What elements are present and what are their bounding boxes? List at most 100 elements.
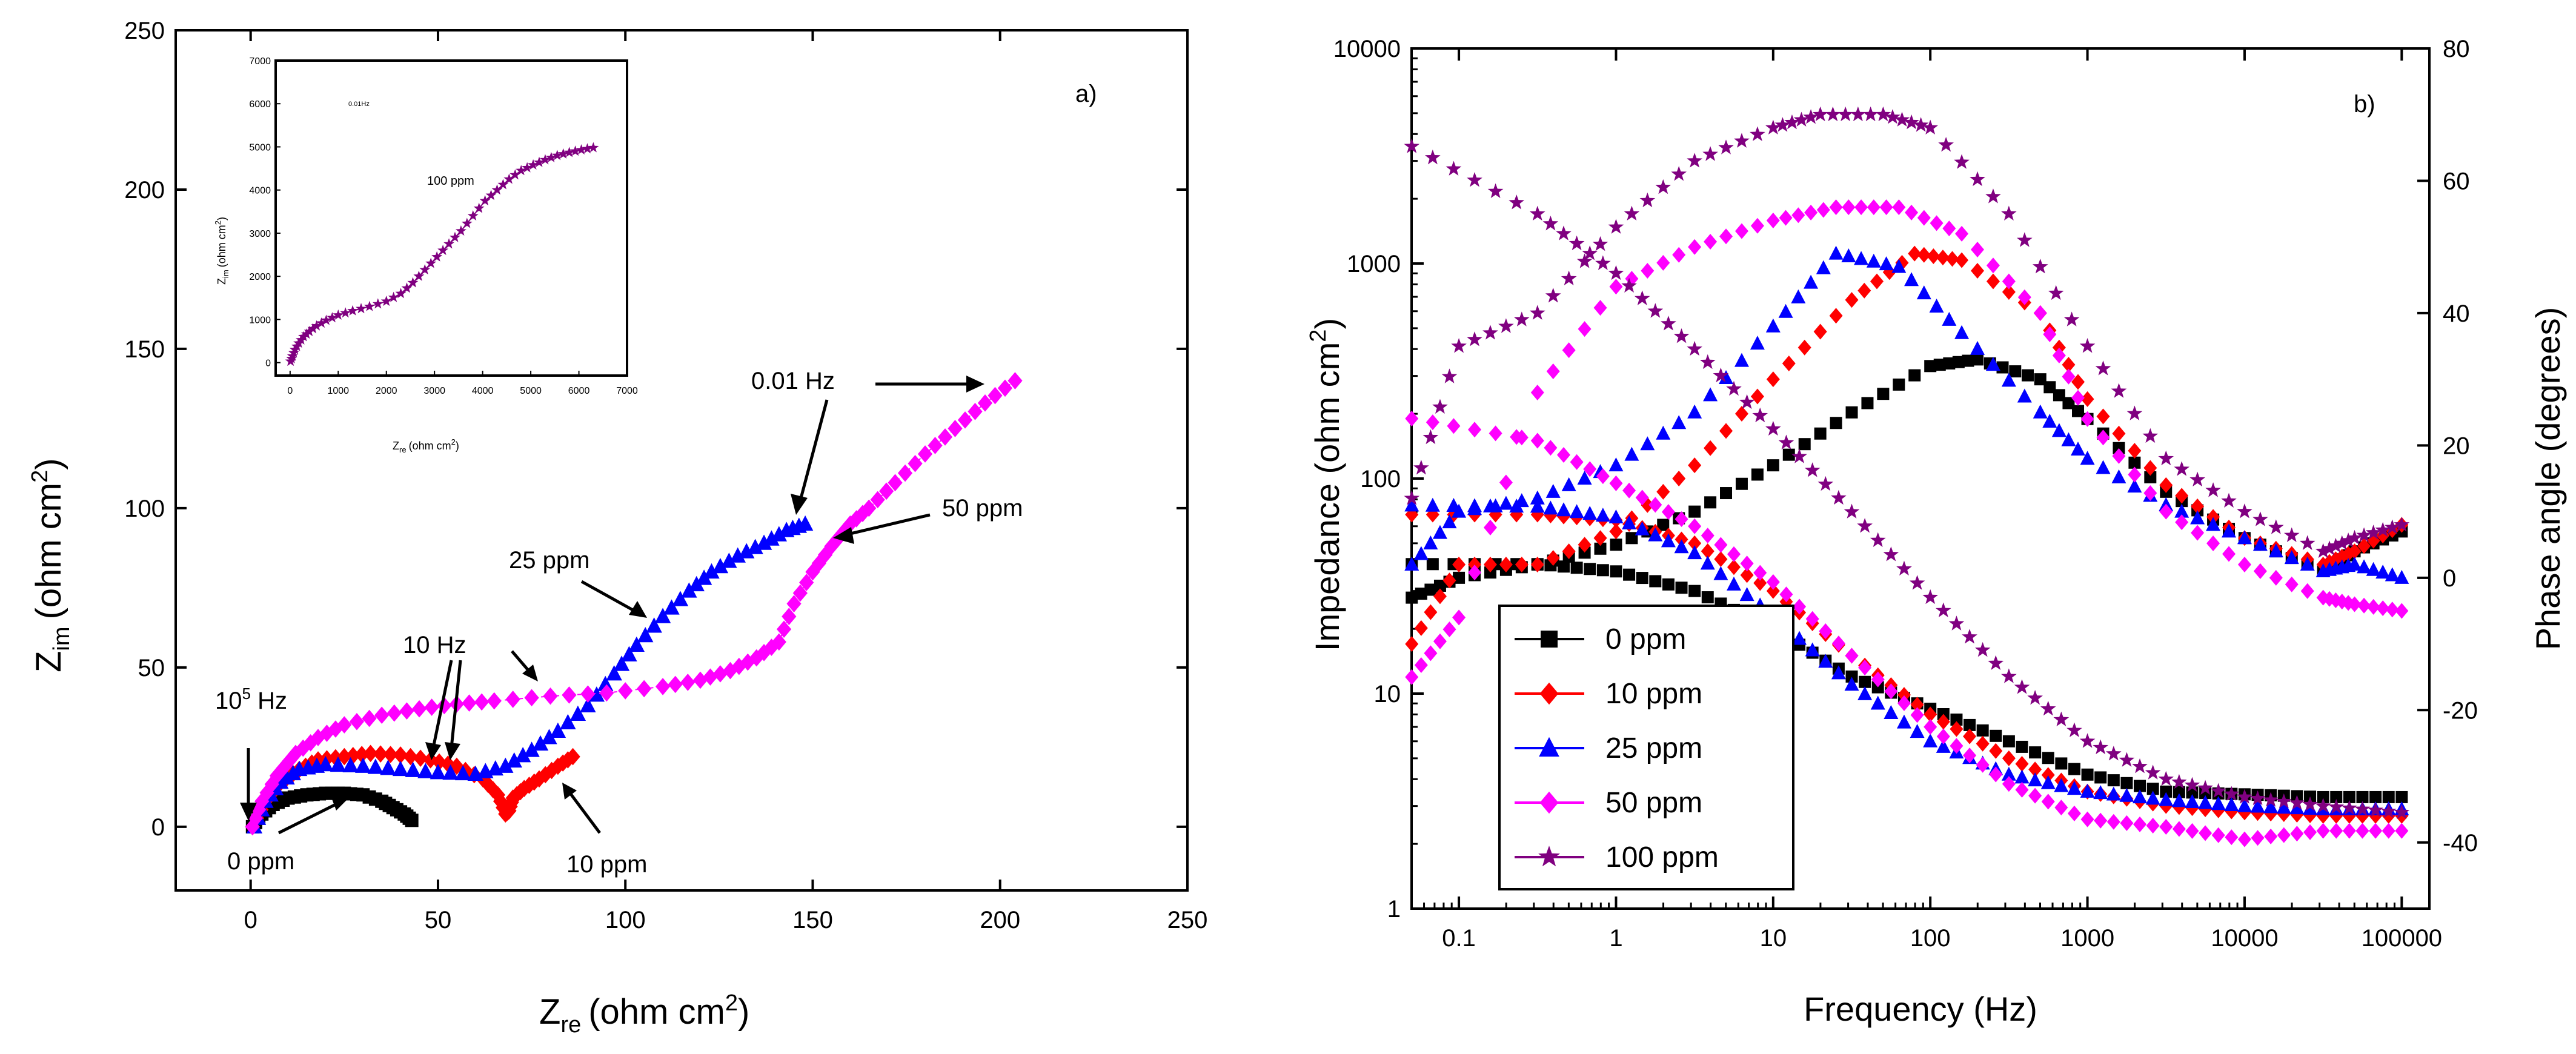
b-impedance-point <box>2316 823 2330 839</box>
b-impedance-point <box>1557 560 1570 573</box>
a-point <box>621 646 637 661</box>
a-point <box>345 747 360 764</box>
b-phase-point <box>1442 572 1456 589</box>
b-phase-point <box>2347 557 2362 571</box>
b-phase-point <box>2034 373 2047 386</box>
inset-xlabel-sub: re <box>399 445 407 454</box>
b-phase-point <box>2002 273 2016 290</box>
b-impedance-point <box>1405 411 1419 427</box>
b-impedance-point <box>1595 255 1611 270</box>
b-impedance-point <box>2380 803 2397 818</box>
b-series-100-ppm <box>1404 106 2410 820</box>
b-impedance-point <box>1622 515 1637 529</box>
b-phase-point <box>1671 415 1687 429</box>
b-phase-point <box>2142 428 2159 443</box>
inset-y-tick-label: 5000 <box>249 142 271 153</box>
b-phase-point <box>2252 537 2268 551</box>
b-impedance-point <box>1714 551 1728 568</box>
annotation-10ppm: 10 ppm <box>566 851 647 878</box>
b-phase-point <box>1576 253 1593 268</box>
a-point <box>672 591 689 606</box>
b-phase-point <box>2237 530 2252 545</box>
b-phase-point <box>1453 571 1466 584</box>
b-impedance-point <box>2068 763 2080 775</box>
inset-point <box>473 202 485 213</box>
a-point <box>580 697 596 712</box>
b-impedance-point <box>2145 790 2160 805</box>
a-point <box>861 499 877 517</box>
b-phase-point <box>1704 496 1717 509</box>
b-ylabel-close: ) <box>1308 318 1346 330</box>
b-phase-point <box>2051 423 2066 437</box>
b-impedance-point <box>1688 535 1702 551</box>
b-phase-point <box>2043 326 2057 342</box>
b-impedance-point <box>1870 695 1885 710</box>
b-phase-point <box>1468 565 1482 581</box>
b-impedance-point <box>1831 489 1847 505</box>
b-phase-point <box>2385 567 2400 582</box>
inset-point <box>356 303 367 314</box>
b-phase-point <box>1954 325 1970 339</box>
b-impedance-point <box>2224 797 2239 811</box>
inset-point <box>300 328 312 339</box>
annotation-0ppm: 0 ppm <box>227 848 294 875</box>
b-impedance-point <box>1648 497 1662 513</box>
b-phase-point <box>2062 368 2076 385</box>
b-impedance-point <box>2160 785 2173 798</box>
b-phase-point <box>1933 359 1946 371</box>
b-impedance-point <box>2106 814 2120 830</box>
b-impedance-point <box>2041 767 2055 783</box>
b-phase-point <box>1962 354 1974 367</box>
b-impedance-point <box>1542 216 1559 231</box>
a-ylabel-close: ) <box>29 458 68 469</box>
b-phase-point <box>2285 576 2299 592</box>
b-phase-point <box>2366 598 2380 615</box>
b-impedance-point <box>1661 504 1675 520</box>
b-impedance-point <box>1976 724 1989 737</box>
a-point <box>655 678 671 695</box>
inset-point <box>576 144 587 155</box>
b-impedance-point <box>1765 420 1781 436</box>
b-impedance-point <box>1870 532 1886 548</box>
b-phase-point <box>1750 388 1764 405</box>
arrow-50ppm <box>845 513 931 537</box>
a-point <box>703 563 720 579</box>
b-phase-point <box>1468 557 1482 572</box>
b-impedance-point <box>2395 790 2408 803</box>
inset-xlabel-unit: (ohm cm <box>409 440 451 452</box>
b-phase-point <box>1917 210 1931 226</box>
inset-point <box>534 156 545 167</box>
b-phase-point <box>2300 557 2315 571</box>
b-phase-point <box>1861 397 1874 409</box>
a-point <box>663 599 680 615</box>
b-phase-point <box>1765 318 1781 333</box>
b-phase-point <box>2022 369 2034 382</box>
b-phase-point <box>1854 251 1869 265</box>
inset-point <box>551 150 563 161</box>
b-phase-point <box>1484 566 1496 579</box>
b-impedance-point <box>1897 687 1911 703</box>
b-impedance-point <box>2015 756 2029 772</box>
b-phase-point <box>2113 442 2125 454</box>
inset-y-tick-label: 7000 <box>249 56 271 67</box>
inset-x-tick-label: 1000 <box>327 386 349 396</box>
b-phase-point <box>1499 474 1513 491</box>
inset-xlabel-sup: 2 <box>451 437 456 446</box>
b-phase-point <box>2096 460 2111 474</box>
b-phase-point <box>1529 305 1545 320</box>
inset-point <box>372 298 383 309</box>
b-phase-point <box>2063 311 2080 326</box>
b-impedance-point <box>1621 277 1637 293</box>
b-phase-point <box>1751 468 1764 481</box>
b-series-50-ppm <box>1405 199 2409 847</box>
b-phase-point <box>1424 604 1438 620</box>
a-point <box>613 655 630 671</box>
inset-ylabel-sup: 2 <box>213 220 222 225</box>
b-impedance-point <box>2107 774 2120 787</box>
inset-y-tick-label: 2000 <box>249 272 271 282</box>
inset-point <box>327 312 338 323</box>
inset-point <box>539 154 551 165</box>
b-phase-point <box>1734 353 1749 367</box>
b-phase-point <box>2191 525 2205 541</box>
b-phase-point <box>1405 669 1419 685</box>
